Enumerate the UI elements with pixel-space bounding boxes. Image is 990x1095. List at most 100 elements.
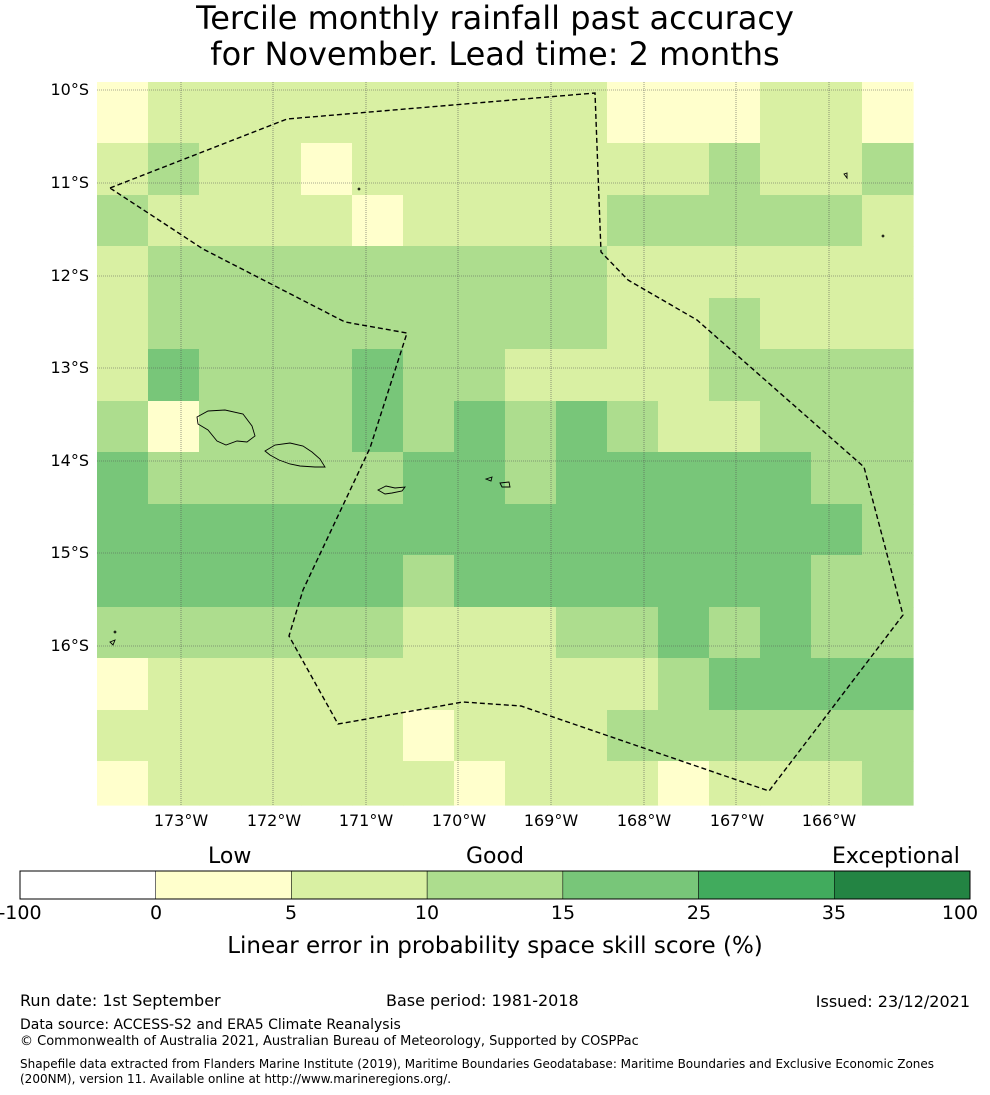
grid-cell: [658, 349, 710, 402]
grid-cell: [97, 246, 149, 299]
colorbar-frame: [19, 870, 971, 900]
grid-cell: [148, 504, 200, 556]
grid-cell: [199, 246, 251, 299]
grid-cell: [862, 761, 914, 806]
grid-cell: [250, 607, 302, 659]
category-low: Low: [208, 844, 252, 869]
grid-cell: [658, 658, 710, 711]
lat-label-15s: 15°S: [50, 543, 89, 562]
grid-cell: [352, 298, 404, 350]
grid-cell: [811, 92, 863, 144]
grid-cell: [811, 143, 863, 196]
grid-cell: [301, 658, 353, 711]
grid-cell: [148, 452, 200, 505]
grid-cell: [403, 607, 455, 659]
grid-cell: [505, 607, 557, 659]
grid-cell: [811, 761, 863, 806]
grid-cell: [607, 143, 659, 196]
colorbar-segment: [155, 870, 292, 900]
grid-cell: [97, 92, 149, 144]
grid-cell: [556, 452, 608, 505]
grid-cell: [199, 710, 251, 762]
lon-label-169w: 169°W: [523, 811, 579, 830]
islands: [109, 172, 885, 646]
grid-cell: [862, 92, 914, 144]
lon-label-172w: 172°W: [246, 811, 302, 830]
grid-cell: [505, 710, 557, 762]
grid-cell: [352, 452, 404, 505]
grid-cell: [148, 710, 200, 762]
grid-cell: [352, 710, 404, 762]
grid-cell: [658, 607, 710, 659]
lon-label-167w: 167°W: [709, 811, 765, 830]
grid-cell: [658, 710, 710, 762]
grid-cell: [607, 92, 659, 144]
grid-cell: [97, 761, 149, 806]
grid-cell: [199, 555, 251, 608]
lat-label-13s: 13°S: [50, 358, 89, 377]
grid-cell: [352, 92, 404, 144]
grid-cell: [862, 607, 914, 659]
grid-cell: [709, 761, 761, 806]
grid-cell: [709, 710, 761, 762]
lon-label-171w: 171°W: [338, 811, 394, 830]
grid-cell: [97, 452, 149, 505]
grid-cell: [301, 143, 353, 196]
grid-cell: [607, 452, 659, 505]
grid-cell: [862, 298, 914, 350]
grid-cell: [148, 607, 200, 659]
grid-cell: [250, 504, 302, 556]
grid-cell: [301, 92, 353, 144]
grid-cell: [148, 401, 200, 453]
grid-cell: [811, 658, 863, 711]
colorbar-segment: [834, 870, 971, 900]
grid-cell: [454, 710, 506, 762]
title-line-1: Tercile monthly rainfall past accuracy: [196, 0, 794, 37]
grid-cell: [505, 195, 557, 247]
lon-label-166w: 166°W: [801, 811, 857, 830]
shapefile-credit: Shapefile data extracted from Flanders M…: [20, 1057, 935, 1086]
tick-label: 10: [414, 902, 440, 924]
grid-cell: [301, 195, 353, 247]
grid-cell: [403, 401, 455, 453]
grid-cell: [301, 82, 353, 93]
island-rose: [109, 639, 116, 646]
title-line-2: for November. Lead time: 2 months: [210, 35, 780, 73]
grid-cell: [607, 607, 659, 659]
grid-cell: [556, 555, 608, 608]
grid-cell: [148, 298, 200, 350]
grid-cell: [658, 761, 710, 806]
grid-cell: [301, 555, 353, 608]
grid-cell: [454, 555, 506, 608]
grid-cell: [862, 82, 914, 93]
grid-cell: [607, 658, 659, 711]
grid-cell: [862, 401, 914, 453]
grid-cell: [811, 349, 863, 402]
grid-cell: [97, 607, 149, 659]
grid-cell: [607, 82, 659, 93]
grid-cell: [505, 92, 557, 144]
grid-cell: [352, 658, 404, 711]
grid-cell: [709, 658, 761, 711]
grid-cell: [505, 246, 557, 299]
lat-label-11s: 11°S: [50, 173, 89, 192]
grid-cell: [97, 82, 149, 93]
grid-cell: [250, 710, 302, 762]
grid-cell: [607, 298, 659, 350]
grid-cell: [250, 658, 302, 711]
grid-cell: [505, 555, 557, 608]
grid-cell: [301, 298, 353, 350]
grid-cell: [607, 246, 659, 299]
grid-cell: [352, 349, 404, 402]
grid-cell: [505, 504, 557, 556]
lat-label-16s: 16°S: [50, 636, 89, 655]
grid-cell: [97, 195, 149, 247]
grid-cell: [709, 555, 761, 608]
grid-cell: [505, 82, 557, 93]
grid-cell: [352, 761, 404, 806]
grid-cell: [811, 195, 863, 247]
grid-cell: [709, 607, 761, 659]
grid-cell: [403, 195, 455, 247]
grid-cell: [403, 504, 455, 556]
grid-cell: [403, 246, 455, 299]
